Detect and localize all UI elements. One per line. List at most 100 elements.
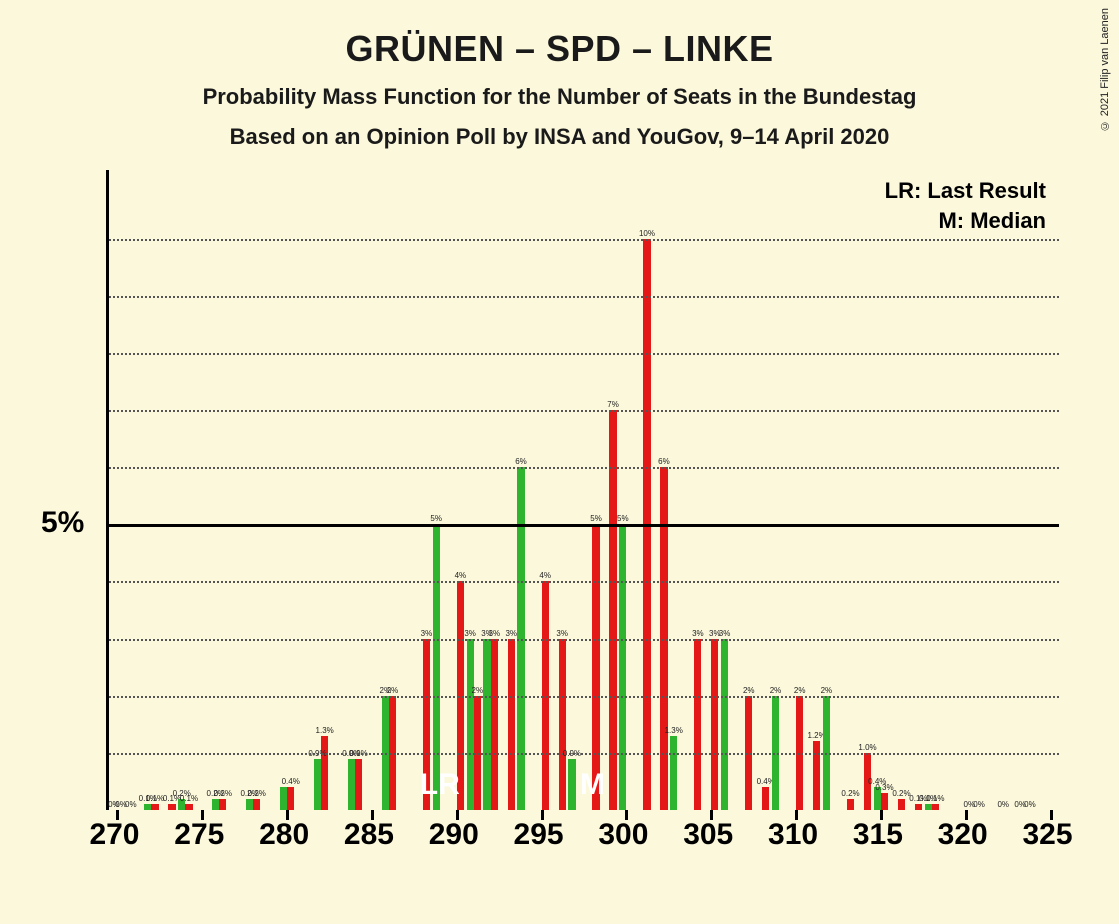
bar-label-red: 2% [743,686,755,695]
bar-label-red: 2% [794,686,806,695]
bar-label-red: 0% [997,800,1009,809]
bar-label-red: 0.2% [841,789,859,798]
bar-label-green: 0% [125,800,137,809]
gridline [109,581,1059,583]
bar-red [355,759,362,810]
bar-green [619,524,626,810]
x-axis-tick-label: 310 [768,818,818,852]
bar-label-red: 2% [472,686,484,695]
bar-label-green: 6% [515,457,527,466]
x-axis-tick-label: 320 [938,818,988,852]
bar-green [721,639,728,810]
bar-label-red: 0.3% [875,783,893,792]
bar-green [348,759,355,810]
bar-label-red: 2% [387,686,399,695]
gridline [109,410,1059,412]
bar-label-red: 0.1% [180,794,198,803]
chart-title: GRÜNEN – SPD – LINKE [0,28,1119,70]
gridline [109,753,1059,755]
bar-label-red: 10% [639,229,655,238]
bar-red [287,787,294,810]
chart-subtitle-1: Probability Mass Function for the Number… [0,84,1119,110]
bar-label-red: 0.2% [248,789,266,798]
bar-label-red: 3% [505,629,517,638]
bar-label-green: 2% [821,686,833,695]
bar-green [314,759,321,810]
bar-green [433,524,440,810]
bar-green [246,799,253,810]
gridline [109,353,1059,355]
chart-subtitle-2: Based on an Opinion Poll by INSA and You… [0,124,1119,150]
bar-green [925,804,932,810]
bar-label-red: 3% [421,629,433,638]
title-block: GRÜNEN – SPD – LINKE Probability Mass Fu… [0,0,1119,150]
bar-red [508,639,515,810]
bar-red [321,736,328,810]
chart-area: LR: Last Result M: Median 0%0%0%0.1%0.1%… [106,170,1056,810]
bar-red [694,639,701,810]
copyright-text: © 2021 Filip van Laenen [1099,8,1111,131]
x-axis-tick-label: 295 [514,818,564,852]
bar-red [898,799,905,810]
x-axis-tick-label: 305 [683,818,733,852]
bar-red [168,804,175,810]
bar-red [219,799,226,810]
bars-container: 0%0%0%0.1%0.1%0.1%0.2%0.1%0.2%0.2%0.2%0.… [109,170,1059,810]
bar-red [151,804,158,810]
bar-green [467,639,474,810]
bar-label-green: 2% [770,686,782,695]
gridline [109,639,1059,641]
x-axis-tick-label: 300 [598,818,648,852]
x-axis-tick-label: 275 [174,818,224,852]
gridline [109,524,1059,527]
bar-label-red: 0.2% [214,789,232,798]
bar-label-green: 5% [430,514,442,523]
x-axis-tick-label: 290 [429,818,479,852]
x-axis-tick-label: 285 [344,818,394,852]
bar-red [932,804,939,810]
bar-green [212,799,219,810]
y-axis-label-5pct: 5% [41,506,84,540]
x-axis-tick-label: 325 [1022,818,1072,852]
bar-label-red: 1.0% [858,743,876,752]
bar-red [559,639,566,810]
bar-label-red: 3% [489,629,501,638]
bar-red [847,799,854,810]
bar-label-red: 3% [556,629,568,638]
bar-red [881,793,888,810]
bar-red [185,804,192,810]
bar-label-red: 4% [455,571,467,580]
gridline [109,296,1059,298]
bar-label-red: 0.4% [282,777,300,786]
bar-green [280,787,287,810]
plot-area: LR: Last Result M: Median 0%0%0%0.1%0.1%… [106,170,1056,810]
x-axis-tick-label: 270 [89,818,139,852]
bar-red [813,741,820,810]
bar-red [592,524,599,810]
bar-label-red: 4% [539,571,551,580]
bar-red [491,639,498,810]
bar-red [423,639,430,810]
bar-label-red: 3% [692,629,704,638]
bar-label-green: 0% [1024,800,1036,809]
bar-green [568,759,575,810]
bar-label-red: 7% [607,400,619,409]
x-axis-tick-label: 315 [853,818,903,852]
bar-label-green: 1.3% [665,726,683,735]
bar-label-red: 6% [658,457,670,466]
bar-red [915,804,922,810]
x-axis-tick-label: 280 [259,818,309,852]
bar-label-red: 0.1% [926,794,944,803]
bar-red [609,410,616,810]
bar-label-red: 0.1% [146,794,164,803]
gridline [109,696,1059,698]
bar-green [144,804,151,810]
bar-red [762,787,769,810]
bar-label-red: 1.3% [316,726,334,735]
bar-label-red: 0.2% [892,789,910,798]
bar-green [483,639,490,810]
bar-label-green: 3% [464,629,476,638]
gridline [109,239,1059,241]
gridline [109,467,1059,469]
bar-label-green: 5% [617,514,629,523]
